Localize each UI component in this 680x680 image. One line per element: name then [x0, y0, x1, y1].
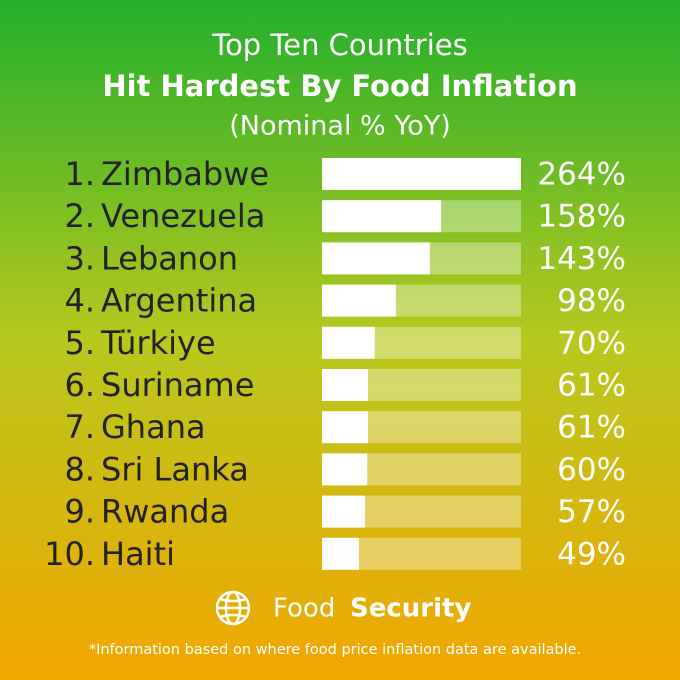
category-label: Ghana — [101, 408, 206, 446]
rank: 6. — [64, 366, 95, 404]
rank: 9. — [64, 493, 95, 531]
category-label: Haiti — [101, 535, 175, 573]
bar — [322, 158, 521, 190]
bar — [322, 453, 368, 486]
bar — [322, 411, 368, 444]
bar — [322, 326, 375, 359]
bar — [322, 369, 368, 401]
value-label: 60% — [557, 452, 626, 488]
value-label: 158% — [537, 199, 626, 235]
bar — [322, 495, 365, 528]
value-label: 49% — [557, 536, 626, 572]
category-label: Argentina — [101, 282, 257, 320]
rank: 5. — [64, 324, 95, 362]
category-label: Sri Lanka — [101, 450, 249, 488]
rank: 10. — [44, 535, 95, 573]
bar — [322, 284, 396, 317]
value-label: 143% — [537, 241, 626, 277]
value-label: 264% — [537, 157, 626, 193]
subtitle: (Nominal % YoY) — [229, 111, 450, 142]
bar — [322, 242, 430, 275]
category-label: Rwanda — [101, 493, 229, 531]
title-line: Hit Hardest By Food Inflation — [102, 69, 577, 103]
title-line: Top Ten Countries — [211, 28, 467, 62]
rank: 3. — [64, 239, 95, 277]
value-label: 70% — [557, 325, 626, 361]
rank: 1. — [64, 155, 95, 193]
rank: 8. — [64, 450, 95, 488]
value-label: 57% — [557, 494, 626, 530]
rank: 4. — [64, 282, 95, 320]
brand-logo — [215, 590, 251, 626]
category-label: Lebanon — [101, 239, 238, 277]
footnote: *Information based on where food price i… — [89, 642, 581, 658]
brand-food: Food — [273, 594, 335, 624]
value-label: 98% — [557, 283, 626, 319]
rank: 2. — [64, 197, 95, 235]
bar — [322, 537, 359, 570]
category-label: Venezuela — [101, 197, 265, 235]
category-label: Zimbabwe — [101, 155, 269, 193]
category-label: Suriname — [101, 366, 254, 404]
rank: 7. — [64, 408, 95, 446]
category-label: Türkiye — [100, 324, 216, 362]
bar — [322, 200, 442, 233]
brand-security: Security — [350, 594, 471, 624]
value-label: 61% — [557, 410, 626, 446]
value-label: 61% — [557, 368, 626, 404]
